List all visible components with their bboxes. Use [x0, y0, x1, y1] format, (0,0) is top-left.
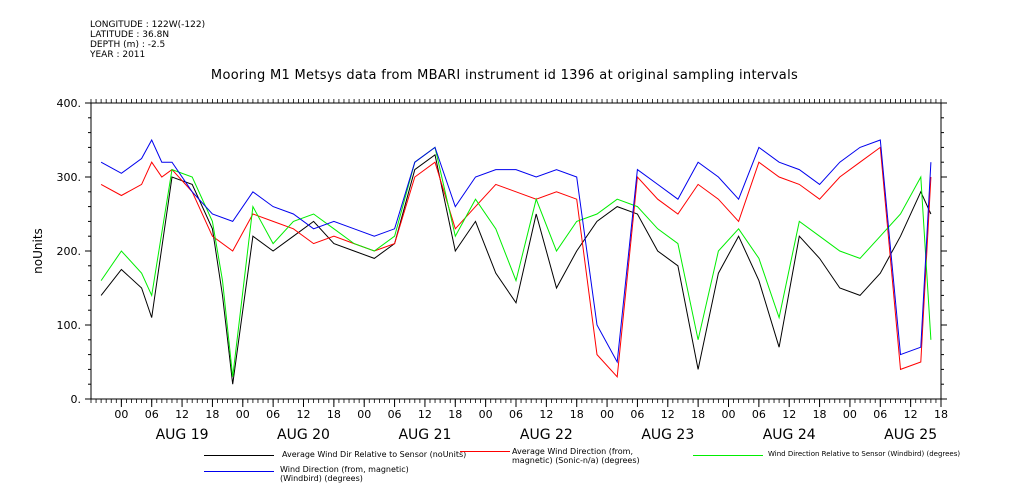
series-line-2: [100, 146, 932, 378]
legend-swatch-green: [693, 455, 763, 456]
x-day-label: AUG 24: [763, 427, 816, 443]
x-tick-label: 00: [114, 408, 128, 421]
legend-swatch-blue: [204, 471, 274, 472]
x-tick-label: 00: [236, 408, 250, 421]
x-tick-label: 18: [327, 408, 341, 421]
x-tick-label: 06: [145, 408, 159, 421]
legend-label-series-2: Average Wind Direction (from, magnetic) …: [512, 447, 640, 465]
x-day-label: AUG 23: [641, 427, 694, 443]
x-tick-label: 18: [691, 408, 705, 421]
depth-text: DEPTH (m) : -2.5: [90, 40, 166, 50]
x-tick-label: 12: [175, 408, 189, 421]
x-tick-label: 12: [782, 408, 796, 421]
longitude-text: LONGITUDE : 122W(-122): [90, 20, 206, 30]
x-tick-label: 06: [752, 408, 766, 421]
series-line-4: [100, 138, 932, 364]
x-tick-label: 06: [509, 408, 523, 421]
x-tick-label: 06: [388, 408, 402, 421]
x-tick-label: 18: [448, 408, 462, 421]
metadata-block: LONGITUDE : 122W(-122) LATITUDE : 36.8N …: [90, 20, 205, 60]
y-tick-label: 400.: [57, 97, 82, 110]
y-axis-label: noUnits: [31, 228, 45, 274]
x-tick-label: 12: [904, 408, 918, 421]
series-line-1: [100, 153, 932, 385]
x-day-label: AUG 21: [398, 427, 451, 443]
x-day-label: AUG 20: [277, 427, 330, 443]
x-tick-label: 06: [266, 408, 280, 421]
y-tick-label: 200.: [57, 245, 82, 258]
legend-swatch-red: [460, 451, 510, 452]
x-tick-label: 06: [630, 408, 644, 421]
x-day-label: AUG 19: [156, 427, 209, 443]
legend-label-series-4: Wind Direction (from, magnetic) (Windbir…: [280, 465, 409, 483]
x-tick-label: 12: [297, 408, 311, 421]
x-tick-label: 18: [934, 408, 948, 421]
year-text: YEAR : 2011: [90, 50, 146, 60]
latitude-text: LATITUDE : 36.8N: [90, 30, 170, 40]
x-tick-label: 18: [570, 408, 584, 421]
x-tick-label: 00: [600, 408, 614, 421]
y-tick-label: 300.: [57, 171, 82, 184]
x-tick-label: 00: [722, 408, 736, 421]
x-tick-label: 06: [873, 408, 887, 421]
chart-title: Mooring M1 Metsys data from MBARI instru…: [210, 68, 799, 83]
legend-label-series-3: Wind Direction Relative to Sensor (Windb…: [768, 450, 961, 458]
x-tick-label: 12: [418, 408, 432, 421]
legend-label-series-1: Average Wind Dir Relative to Sensor (noU…: [282, 450, 467, 459]
x-tick-label: 00: [357, 408, 371, 421]
x-day-label: AUG 22: [520, 427, 573, 443]
x-tick-label: 18: [205, 408, 219, 421]
x-tick-label: 18: [813, 408, 827, 421]
y-tick-label: 0.: [71, 393, 82, 406]
x-tick-label: 00: [479, 408, 493, 421]
y-tick-label: 100.: [57, 319, 82, 332]
x-tick-label: 12: [539, 408, 553, 421]
series-line-3: [100, 146, 932, 377]
x-day-label: AUG 25: [884, 427, 937, 443]
x-tick-label: 12: [661, 408, 675, 421]
x-tick-label: 00: [843, 408, 857, 421]
legend-swatch-black: [204, 455, 274, 456]
